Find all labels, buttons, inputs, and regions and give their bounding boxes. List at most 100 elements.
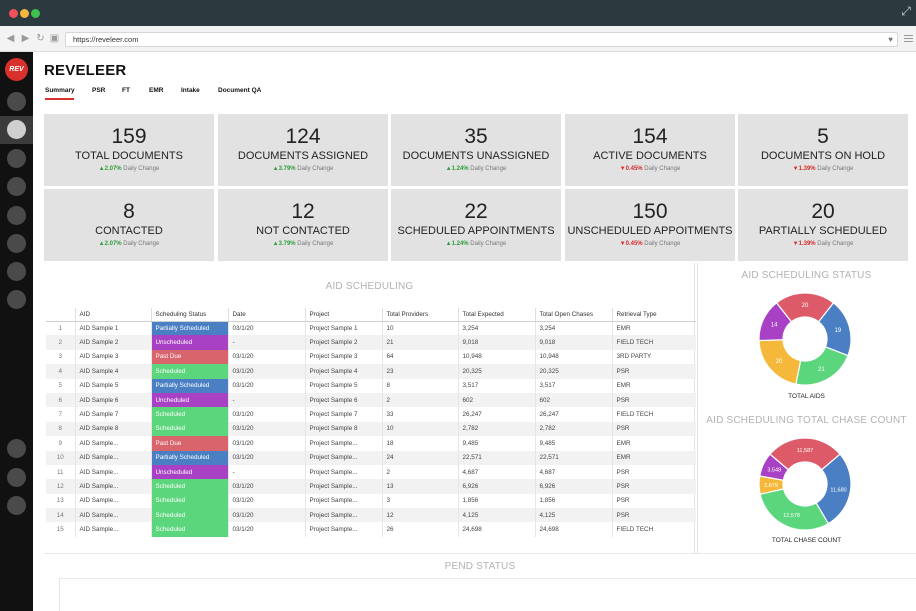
stat-value: 124 [285, 125, 321, 148]
stat-card[interactable]: 8 CONTACTED ▲2.07% Daily Change [44, 189, 214, 261]
table-cell: 602 [457, 392, 535, 408]
column-header[interactable]: Retrieval Type [611, 308, 696, 322]
sidebar-item-2-active[interactable] [0, 116, 33, 144]
table-row[interactable]: 12 AID Sample... Scheduled 03/1/20 Project S… [46, 479, 696, 494]
table-row[interactable]: 7 AID Sample 7 Scheduled 03/1/20 Project Sam… [46, 407, 696, 422]
tab-psr[interactable]: PSR [92, 87, 106, 94]
stat-card[interactable]: 20 PARTIALLY SCHEDULED ▼1.39% Daily Change [738, 189, 908, 261]
table-cell: AID Sample 4 [74, 364, 151, 379]
maximize-window-button[interactable] [31, 9, 40, 18]
table-cell: 20,325 [534, 364, 612, 379]
browser-menu-icon[interactable] [904, 35, 913, 43]
status-cell: Scheduled [150, 407, 228, 422]
stat-card[interactable]: 159 TOTAL DOCUMENTS ▲2.07% Daily Change [44, 114, 214, 186]
stat-card[interactable]: 12 NOT CONTACTED ▲3.79% Daily Change [218, 189, 388, 261]
table-row[interactable]: 9 AID Sample... Past Due 03/1/20 Project Sam… [46, 436, 696, 451]
table-cell: 4,687 [534, 464, 612, 480]
sidebar-item-7[interactable] [7, 262, 26, 281]
arrow-down-icon: ▼ [619, 166, 626, 172]
tab-emr[interactable]: EMR [149, 87, 164, 94]
app-logo[interactable]: REV [5, 58, 28, 81]
pend-status-title: PEND STATUS [444, 561, 516, 572]
row-index: 15 [56, 526, 64, 534]
table-row[interactable]: 8 AID Sample 8 Scheduled 03/1/20 Project Sam… [46, 421, 696, 437]
table-cell: AID Sample... [74, 493, 151, 509]
column-header[interactable]: Date [227, 308, 305, 322]
column-header[interactable] [46, 308, 75, 322]
sidebar-item-2-icon [7, 120, 26, 139]
table-row[interactable]: 11 AID Sample... Unscheduled - Project Sampl… [46, 464, 696, 480]
table-cell: 9,018 [534, 335, 612, 350]
sidebar-item-8[interactable] [7, 290, 26, 309]
status-slice-label: 19 [834, 328, 841, 334]
column-header[interactable]: Scheduling Status [150, 308, 228, 322]
chase-slice[interactable] [815, 453, 852, 525]
table-row[interactable]: 10 AID Sample... Partially Scheduled 03/1/2… [46, 450, 696, 465]
sidebar-item-5[interactable] [7, 206, 26, 225]
table-row[interactable]: 15 AID Sample... Scheduled 03/1/20 Project S… [46, 522, 696, 537]
column-header[interactable]: Total Expected [457, 308, 535, 322]
stat-card[interactable]: 154 ACTIVE DOCUMENTS ▼0.45% Daily Change [565, 114, 735, 186]
column-header[interactable]: Total Providers [381, 308, 458, 322]
chase-slice-label: 3,548 [767, 467, 781, 473]
table-row[interactable]: 6 AID Sample 6 Uncheduled - Project Sample 6… [46, 392, 696, 408]
stat-card[interactable]: 150 UNSCHEDULED APPOITMENTS ▼0.45% Daily C… [565, 189, 735, 261]
table-row[interactable]: 3 AID Sample 3 Past Due 03/1/20 Project Samp… [46, 349, 696, 365]
table-row[interactable]: 14 AID Sample... Scheduled 03/1/20 Project S… [46, 508, 696, 523]
tab-document-qa[interactable]: Document QA [218, 87, 262, 94]
column-header[interactable]: Project [304, 308, 382, 322]
sidebar-item-3[interactable] [7, 149, 26, 168]
sidebar-item-10[interactable] [7, 468, 26, 487]
stat-card[interactable]: 124 DOCUMENTS ASSIGNED ▲3.79% Daily Change [218, 114, 388, 186]
chase-slice[interactable] [759, 488, 830, 531]
table-row[interactable]: 4 AID Sample 4 Scheduled 03/1/20 Project Sam… [46, 364, 696, 379]
tab-intake[interactable]: Intake [181, 87, 200, 94]
address-bar[interactable]: https://reveleer.com ♥ [65, 32, 898, 47]
tab-ft[interactable]: FT [122, 87, 130, 94]
chase-slice[interactable] [759, 453, 790, 481]
table-cell: PSR [611, 493, 696, 509]
sidebar-item-4[interactable] [7, 177, 26, 196]
heart-icon[interactable]: ♥ [888, 35, 893, 44]
fullscreen-icon[interactable]: ⤢ [901, 4, 911, 18]
status-slice[interactable] [758, 302, 793, 342]
table-row[interactable]: 5 AID Sample 5 Partially Scheduled 03/1/20 P… [46, 378, 696, 393]
close-window-button[interactable] [9, 9, 18, 18]
forward-arrow-icon[interactable]: ▶ [21, 33, 30, 44]
table-cell: PSR [611, 479, 696, 494]
stat-change-value: 2.07% [104, 241, 122, 247]
row-index: 2 [46, 335, 75, 350]
stat-card[interactable]: 5 DOCUMENTS ON HOLD ▼1.39% Daily Change [738, 114, 908, 186]
sidebar-item-1[interactable] [7, 92, 26, 111]
sidebar-item-9[interactable] [7, 439, 26, 458]
home-icon[interactable]: ▣ [49, 33, 60, 44]
stat-card[interactable]: 22 SCHEDULED APPOINTMENTS ▲1.24% Daily Cha… [391, 189, 561, 261]
table-cell: PSR [611, 392, 696, 408]
chase-slice[interactable] [769, 437, 841, 471]
table-cell: 26,247 [534, 407, 612, 422]
sidebar-item-11[interactable] [7, 496, 26, 515]
table-row[interactable]: 13 AID Sample... Scheduled 03/1/20 Project S… [46, 493, 696, 509]
sidebar-item-6[interactable] [7, 234, 26, 253]
table-cell: AID Sample 6 [74, 392, 151, 408]
stat-change-suffix: Daily Change [817, 166, 854, 172]
stat-value: 35 [464, 125, 488, 148]
arrow-up-icon: ▲ [272, 241, 279, 247]
stat-card[interactable]: 35 DOCUMENTS UNASSIGNED ▲1.24% Daily Chang… [391, 114, 561, 186]
back-arrow-icon[interactable]: ◀ [6, 33, 15, 44]
column-header[interactable]: Total Open Chases [534, 308, 612, 322]
status-slice-label: 20 [802, 303, 809, 309]
table-row[interactable]: 2 AID Sample 2 Unscheduled - Project Sample … [46, 335, 696, 350]
stat-label: PARTIALLY SCHEDULED [758, 225, 888, 237]
table-cell: EMR [611, 436, 696, 451]
table-cell: 9,485 [457, 436, 535, 451]
minimize-window-button[interactable] [20, 9, 29, 18]
table-cell: 10,948 [534, 349, 612, 365]
table-cell: 10 [381, 321, 458, 336]
table-row[interactable]: 1 AID Sample 1 Partially Scheduled 03/1/20 P… [46, 321, 696, 336]
table-cell: Project Sample 7 [304, 407, 382, 422]
status-cell: Partially Scheduled [150, 450, 228, 465]
column-header[interactable]: AID [74, 308, 151, 322]
tab-summary[interactable]: Summary [45, 87, 75, 94]
reload-icon[interactable]: ↻ [36, 33, 45, 44]
